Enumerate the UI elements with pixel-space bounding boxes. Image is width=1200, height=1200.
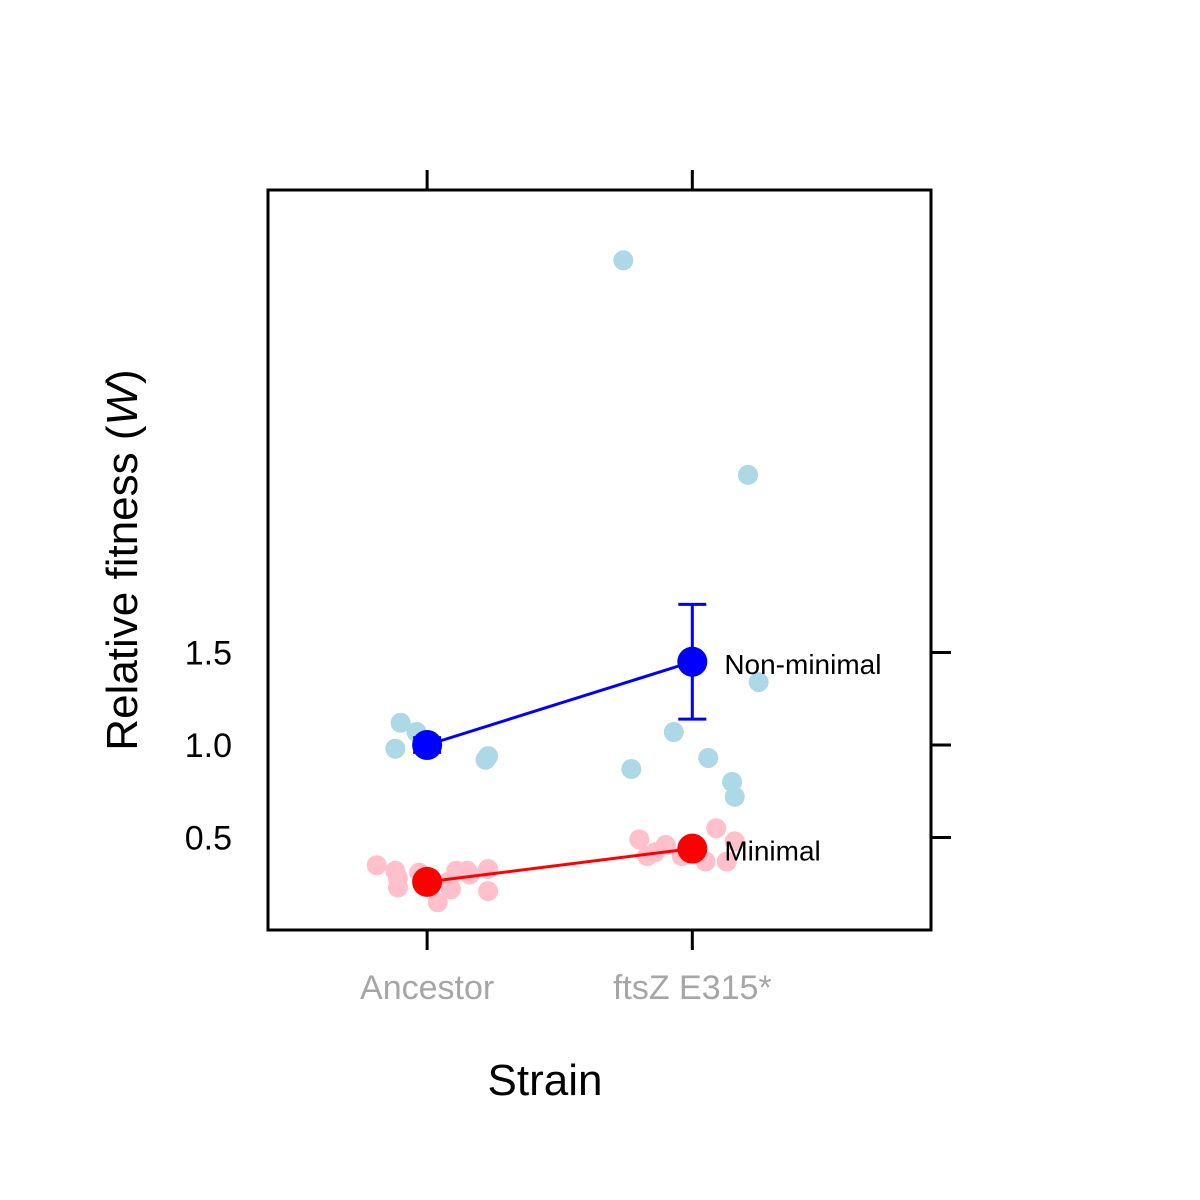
y-tick-label: 1.0: [185, 727, 232, 765]
data-point-minimal: [724, 831, 745, 852]
data-point-minimal: [366, 855, 387, 876]
x-tick-label: ftsZ E315*: [613, 969, 772, 1007]
data-point-non-minimal: [613, 250, 634, 271]
data-point-non-minimal: [748, 672, 769, 693]
data-point-non-minimal: [724, 786, 745, 807]
mean-point-minimal: [677, 833, 708, 864]
data-point-non-minimal: [698, 747, 719, 768]
data-point-non-minimal: [621, 759, 642, 780]
series-label-minimal: Minimal: [724, 836, 820, 867]
data-point-minimal: [716, 851, 737, 872]
mean-line-non-minimal: [426, 660, 693, 747]
y-axis-label-text: Relative fitness (: [98, 425, 147, 751]
x-axis-label: Strain: [488, 1056, 603, 1105]
data-point-non-minimal: [663, 722, 684, 743]
data-point-non-minimal: [385, 738, 406, 759]
mean-point-minimal: [412, 866, 443, 897]
data-point-non-minimal: [738, 464, 759, 485]
data-point-minimal: [706, 818, 727, 839]
data-point-non-minimal: [390, 712, 411, 733]
mean-point-non-minimal: [677, 646, 708, 677]
series-minimal: Minimal: [412, 833, 821, 897]
series-label-non-minimal: Non-minimal: [724, 649, 881, 680]
data-point-minimal: [629, 829, 650, 850]
data-point-non-minimal: [478, 746, 499, 767]
y-axis-label: Relative fitness (W): [98, 369, 147, 750]
data-point-minimal: [459, 864, 480, 885]
data-point-minimal: [478, 881, 499, 902]
series-non-minimal: Non-minimal: [412, 602, 881, 760]
x-tick-label: Ancestor: [360, 969, 494, 1007]
data-point-minimal: [427, 892, 448, 913]
plot-frame: [266, 188, 933, 932]
series-layer: Non-minimal Minimal: [412, 602, 881, 897]
mean-point-non-minimal: [412, 730, 443, 760]
y-axis-label-close: ): [98, 369, 147, 384]
data-point-minimal: [440, 879, 461, 900]
data-point-non-minimal: [722, 772, 743, 792]
axes-layer: 0.5 1.0 1.5 Ancestor ftsZ E315*: [185, 170, 951, 1007]
y-tick-label: 1.5: [185, 635, 232, 673]
y-axis-label-symbol: W: [98, 380, 147, 425]
y-tick-label: 0.5: [185, 820, 232, 858]
mean-line-minimal: [426, 847, 693, 884]
data-point-minimal: [387, 877, 408, 898]
